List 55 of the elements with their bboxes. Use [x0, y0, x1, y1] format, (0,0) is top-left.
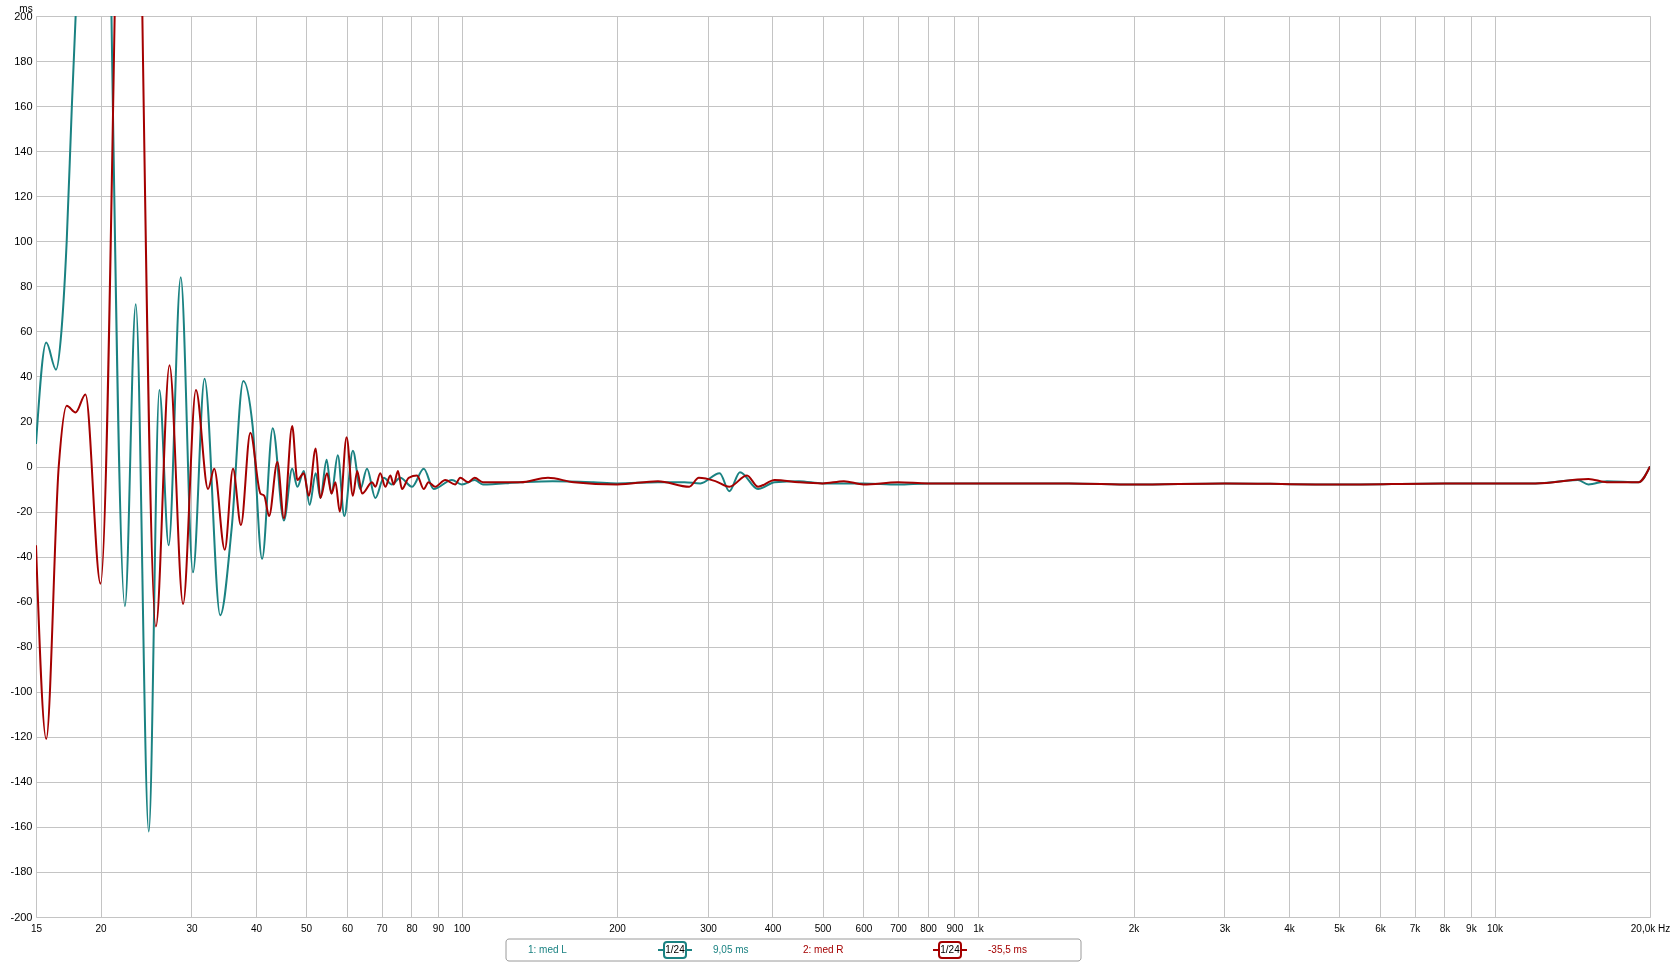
- x-tick-label: 300: [700, 922, 718, 934]
- text: 9,05 ms: [713, 944, 749, 955]
- y-tick-label: -120: [10, 730, 33, 743]
- x-tick-label: 600: [855, 922, 873, 934]
- y-tick-label: 140: [14, 144, 33, 157]
- x-tick-label: 900: [946, 922, 964, 934]
- y-tick-label: -100: [10, 685, 33, 698]
- y-tick-label: 100: [14, 234, 33, 247]
- y-tick-label: -140: [10, 775, 33, 788]
- y-tick-label: 180: [14, 54, 33, 67]
- x-tick-label: 20,0k Hz: [1630, 922, 1671, 934]
- x-tick-label: 400: [764, 922, 782, 934]
- text: 1/24: [665, 944, 686, 955]
- x-tick-label: 70: [376, 922, 389, 934]
- x-tick-label: 1k: [973, 922, 985, 934]
- x-tick-label: 15: [30, 922, 43, 934]
- x-tick-label: 50: [301, 922, 313, 934]
- x-tick-label: 40: [250, 922, 263, 934]
- x-tick-label: 700: [890, 922, 908, 934]
- y-tick-label: 0: [26, 460, 33, 472]
- x-tick-label: 100: [453, 922, 471, 934]
- x-tick-label: 3k: [1219, 922, 1232, 934]
- x-tick-label: 8k: [1439, 922, 1452, 934]
- x-tick-label: 200: [609, 922, 627, 934]
- y-tick-label: 60: [20, 324, 33, 337]
- y-tick-label: -40: [16, 550, 33, 563]
- x-tick-label: 500: [814, 922, 832, 934]
- y-tick-label: 80: [20, 279, 33, 292]
- x-tick-label: 2k: [1128, 922, 1141, 934]
- x-tick-label: 80: [406, 922, 418, 934]
- y-tick-label: -60: [16, 595, 33, 608]
- x-tick-label: 90: [432, 922, 445, 934]
- x-tick-label: 60: [341, 922, 354, 934]
- y-tick-label: -160: [10, 820, 33, 833]
- text: 2: med R: [803, 944, 844, 955]
- x-tick-label: 9k: [1466, 922, 1478, 934]
- x-tick-label: 800: [920, 922, 938, 934]
- y-tick-label: 120: [14, 189, 33, 202]
- x-tick-label: 30: [186, 922, 198, 934]
- y-tick-label: 160: [14, 99, 33, 112]
- x-tick-label: 4k: [1284, 922, 1296, 934]
- y-tick-label: -200: [10, 910, 33, 923]
- text: 1/24: [940, 944, 961, 955]
- x-tick-label: 5k: [1334, 922, 1346, 934]
- x-tick-label: 7k: [1409, 922, 1422, 934]
- text: -35,5 ms: [988, 944, 1027, 955]
- x-tick-label: 6k: [1375, 922, 1387, 934]
- text: 1: med L: [528, 944, 568, 955]
- y-tick-label: -20: [16, 505, 33, 518]
- y-tick-label: -80: [16, 640, 33, 653]
- y-tick-label: -180: [10, 865, 33, 878]
- x-tick-label: 20: [95, 922, 108, 934]
- y-tick-label: 20: [20, 414, 33, 427]
- x-tick-label: 10k: [1486, 922, 1505, 934]
- y-tick-label: 40: [20, 369, 33, 382]
